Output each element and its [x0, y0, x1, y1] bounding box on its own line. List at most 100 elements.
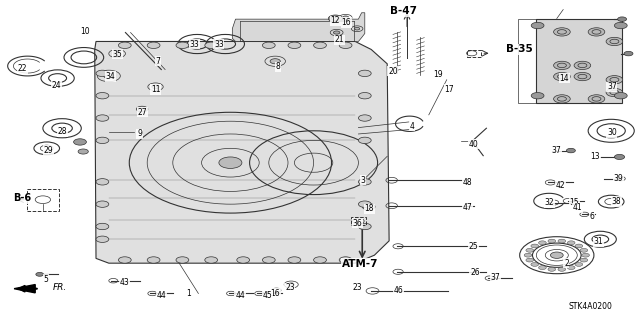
Text: 24: 24 [51, 81, 61, 90]
Circle shape [288, 257, 301, 263]
Circle shape [567, 241, 575, 245]
Text: 10: 10 [80, 27, 90, 36]
Text: 28: 28 [58, 127, 67, 136]
Circle shape [152, 85, 159, 89]
Circle shape [288, 283, 294, 286]
Circle shape [96, 137, 109, 144]
Circle shape [526, 258, 534, 262]
Text: 33: 33 [189, 40, 200, 48]
Circle shape [524, 253, 532, 257]
Circle shape [538, 266, 547, 270]
Text: 2: 2 [564, 259, 569, 268]
Bar [351, 217, 366, 225]
Circle shape [118, 257, 131, 263]
Circle shape [314, 257, 326, 263]
Circle shape [531, 263, 539, 266]
Text: 12: 12 [331, 16, 340, 25]
Text: 18: 18 [365, 204, 374, 213]
Circle shape [358, 115, 371, 121]
Circle shape [588, 95, 605, 103]
Polygon shape [14, 285, 35, 293]
Circle shape [176, 42, 189, 48]
Text: 35: 35 [112, 50, 122, 59]
Text: STK4A0200: STK4A0200 [569, 302, 612, 311]
Circle shape [342, 16, 349, 19]
Circle shape [219, 157, 242, 168]
Text: 16: 16 [270, 289, 280, 298]
Circle shape [548, 239, 556, 243]
Circle shape [339, 42, 352, 48]
Text: 26: 26 [470, 268, 480, 277]
Text: 15: 15 [569, 198, 579, 207]
Circle shape [262, 42, 275, 48]
Text: 30: 30 [607, 128, 617, 137]
Text: 1: 1 [186, 289, 191, 298]
Text: 37: 37 [490, 273, 500, 282]
Text: 19: 19 [433, 70, 443, 79]
Text: 44: 44 [235, 291, 245, 300]
Circle shape [531, 22, 544, 29]
Circle shape [554, 28, 570, 36]
Text: 47: 47 [462, 204, 472, 212]
Circle shape [147, 42, 160, 48]
Text: 5: 5 [44, 275, 49, 284]
Text: FR.: FR. [53, 283, 67, 292]
Circle shape [113, 52, 121, 56]
Circle shape [558, 267, 566, 271]
Circle shape [614, 93, 627, 99]
Circle shape [614, 154, 625, 160]
Text: 38: 38 [611, 197, 621, 206]
Circle shape [136, 106, 148, 112]
Circle shape [262, 257, 275, 263]
Circle shape [574, 72, 591, 81]
Text: B-35: B-35 [506, 44, 533, 55]
Circle shape [606, 37, 623, 46]
Bar [467, 50, 481, 57]
Text: 20: 20 [388, 67, 398, 76]
Text: 22: 22 [18, 64, 27, 73]
Circle shape [205, 42, 218, 48]
Circle shape [358, 137, 371, 144]
Circle shape [96, 201, 109, 207]
Circle shape [288, 42, 301, 48]
Circle shape [205, 257, 218, 263]
Text: 31: 31 [593, 237, 604, 246]
Text: 8: 8 [275, 63, 280, 71]
Circle shape [538, 241, 547, 245]
Circle shape [96, 236, 109, 242]
Circle shape [554, 95, 570, 103]
Circle shape [566, 148, 575, 153]
Text: 36: 36 [352, 219, 362, 228]
Circle shape [96, 93, 109, 99]
Text: 11: 11 [151, 85, 160, 94]
Text: 14: 14 [559, 74, 570, 83]
Text: 37: 37 [607, 82, 617, 91]
Text: 4: 4 [410, 122, 415, 130]
Text: 39: 39 [613, 174, 623, 183]
Circle shape [526, 249, 534, 252]
Circle shape [531, 244, 539, 248]
Circle shape [96, 179, 109, 185]
Circle shape [358, 179, 371, 185]
Circle shape [328, 15, 342, 22]
Circle shape [358, 223, 371, 230]
Circle shape [606, 88, 623, 97]
Text: 23: 23 [352, 283, 362, 292]
Polygon shape [95, 41, 389, 263]
Circle shape [618, 17, 627, 21]
Circle shape [614, 22, 627, 29]
Text: 42: 42 [556, 181, 566, 189]
Text: 46: 46 [393, 286, 403, 295]
Circle shape [96, 70, 109, 77]
Circle shape [567, 266, 575, 270]
Circle shape [548, 267, 556, 271]
Text: 33: 33 [214, 40, 224, 48]
Text: 13: 13 [590, 152, 600, 161]
Circle shape [582, 253, 589, 257]
Circle shape [333, 31, 340, 34]
Text: 34: 34 [105, 72, 115, 81]
Circle shape [580, 249, 588, 252]
Text: 32: 32 [544, 198, 554, 207]
Circle shape [624, 51, 633, 56]
Circle shape [78, 149, 88, 154]
